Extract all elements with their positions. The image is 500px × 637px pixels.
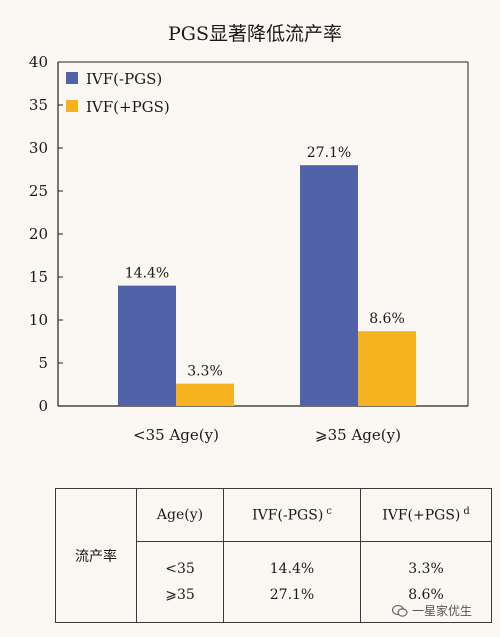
y-tick-label: 20	[29, 225, 48, 243]
x-tick-label: ⩾35 Age(y)	[315, 426, 401, 444]
data-label: 3.3%	[187, 364, 223, 380]
table-header-ivf-minus-pgs: IVF(-PGS) c	[223, 488, 361, 542]
table-minus-cells: 14.4% 27.1%	[223, 541, 361, 623]
data-label: 8.6%	[369, 311, 405, 327]
chart-legend: IVF(-PGS) IVF(+PGS)	[66, 70, 170, 116]
y-tick-label: 30	[29, 139, 48, 157]
y-tick-label: 35	[29, 96, 48, 114]
table-cell: ⩾35	[165, 587, 195, 603]
legend-label: IVF(-PGS)	[86, 70, 162, 88]
y-tick-label: 10	[29, 311, 48, 329]
watermark: 一星家优生	[392, 602, 472, 619]
table-cell: 27.1%	[269, 587, 315, 603]
data-label: 14.4%	[125, 266, 169, 282]
table-cell: <35	[165, 561, 195, 577]
table-age-cells: <35 ⩾35	[136, 541, 224, 623]
legend-label: IVF(+PGS)	[86, 98, 170, 116]
table-header-ivf-plus-pgs: IVF(+PGS) d	[360, 488, 492, 542]
legend-swatch	[66, 100, 78, 112]
y-tick-label: 0	[38, 397, 48, 415]
y-tick-label: 25	[29, 182, 48, 200]
y-tick-label: 15	[29, 268, 48, 286]
bar	[118, 285, 176, 406]
bar-chart: PGS显著降低流产率 0 5 10 15 20 25 30 35 40 <35 Age(y) ⩾35…	[29, 23, 469, 444]
data-table: 流产率 Age(y) IVF(-PGS) c IVF(+PGS) d <35 ⩾35…	[55, 488, 492, 623]
y-tick-label: 40	[29, 53, 48, 71]
table-plus-cells: 3.3% 8.6%	[360, 541, 492, 623]
bar	[176, 383, 234, 406]
x-tick-label: <35 Age(y)	[133, 426, 219, 444]
bar	[300, 165, 358, 406]
table-header-age: Age(y)	[136, 488, 224, 542]
table-cell: 8.6%	[408, 587, 444, 603]
table-row-header: 流产率	[55, 488, 137, 623]
legend-swatch	[66, 72, 78, 84]
chart-bars: 14.4% 3.3% 27.1% 8.6%	[118, 145, 416, 406]
data-label: 27.1%	[307, 145, 351, 161]
y-tick-label: 5	[38, 354, 48, 372]
wechat-icon	[392, 604, 408, 617]
bar	[358, 331, 416, 406]
watermark-text: 一星家优生	[412, 604, 473, 618]
table-cell: 3.3%	[408, 561, 444, 577]
chart-axes: 0 5 10 15 20 25 30 35 40 <35 Age(y) ⩾35 Age(y)	[29, 53, 469, 444]
chart-title: PGS显著降低流产率	[168, 23, 342, 45]
table-cell: 14.4%	[269, 561, 315, 577]
